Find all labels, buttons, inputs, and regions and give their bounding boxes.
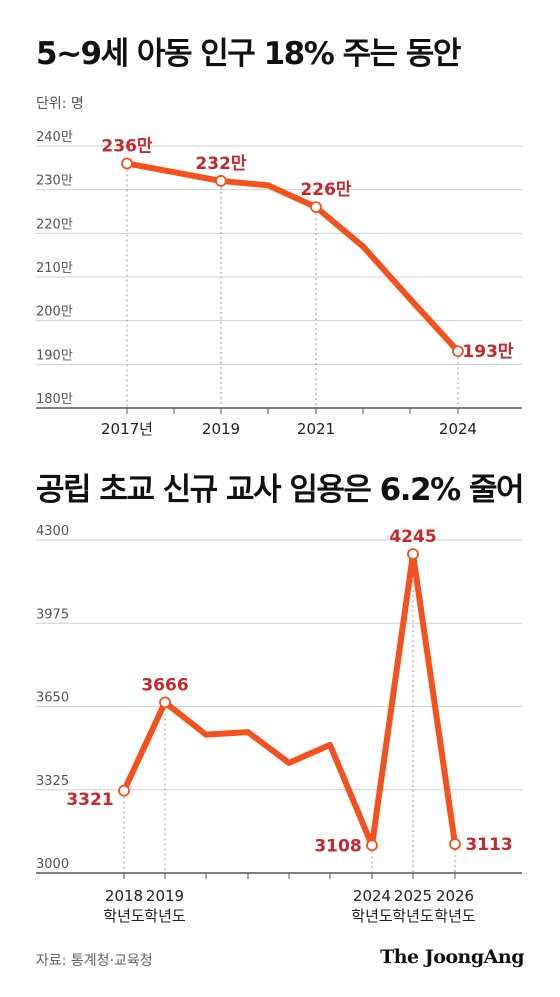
data-label: 3108 bbox=[314, 836, 361, 856]
data-point-marker bbox=[121, 157, 133, 170]
x-tick-label: 2024 bbox=[353, 887, 391, 905]
data-point-marker bbox=[449, 838, 461, 850]
y-tick-label: 200만 bbox=[36, 305, 73, 320]
data-point-marker bbox=[366, 839, 378, 852]
y-tick-label: 240만 bbox=[36, 130, 73, 145]
y-tick-label: 3325 bbox=[36, 774, 69, 789]
source-note: 자료: 통계청·교육청 bbox=[36, 953, 153, 969]
data-point-marker bbox=[118, 784, 130, 797]
x-tick-label: 2018 bbox=[105, 887, 143, 905]
y-tick-label: 220만 bbox=[36, 217, 73, 232]
data-point-marker bbox=[452, 345, 464, 358]
x-tick-label: 2019 bbox=[146, 887, 184, 905]
y-tick-label: 3650 bbox=[36, 691, 69, 706]
data-label: 4245 bbox=[389, 527, 436, 547]
data-label: 236만 bbox=[101, 136, 152, 156]
chart1-title: 5~9세 아동 인구 18% 주는 동안 bbox=[36, 36, 461, 72]
x-tick-label: 2019 bbox=[202, 420, 240, 438]
series-line bbox=[121, 551, 458, 849]
data-point-marker bbox=[407, 548, 419, 560]
x-tick-label-suffix: 학년도 bbox=[351, 907, 393, 925]
x-tick-label: 2021 bbox=[297, 420, 335, 438]
data-point-marker bbox=[310, 201, 322, 214]
x-tick-label: 2026 bbox=[436, 887, 474, 905]
y-tick-label: 230만 bbox=[36, 174, 73, 189]
x-tick-label: 2024 bbox=[439, 420, 477, 438]
data-point-marker bbox=[215, 175, 227, 187]
data-label: 3666 bbox=[141, 675, 188, 695]
data-point-marker bbox=[159, 696, 171, 709]
x-tick-label-suffix: 학년도 bbox=[392, 907, 434, 925]
data-label: 3113 bbox=[465, 835, 512, 855]
series-line bbox=[124, 160, 461, 355]
x-tick-label-suffix: 학년도 bbox=[103, 907, 145, 925]
data-label: 193만 bbox=[462, 342, 513, 362]
data-label: 226만 bbox=[300, 180, 351, 200]
y-tick-label: 4300 bbox=[36, 524, 69, 539]
data-label: 232만 bbox=[195, 154, 246, 174]
x-tick-label-suffix: 학년도 bbox=[144, 907, 186, 925]
brand-logo: The JoongAng bbox=[380, 946, 524, 968]
y-tick-label: 180만 bbox=[36, 392, 73, 407]
chart1-unit-label: 단위: 명 bbox=[36, 96, 84, 112]
population-line-chart: 240만 230만 220만 210만 200만 190만 180만 2017년 2019 202… bbox=[36, 130, 522, 438]
x-tick-label: 2017년 bbox=[101, 420, 153, 438]
y-tick-label: 3975 bbox=[36, 607, 69, 622]
y-tick-label: 210만 bbox=[36, 261, 73, 276]
x-tick-label-suffix: 학년도 bbox=[434, 907, 476, 925]
y-tick-label: 3000 bbox=[36, 857, 69, 872]
y-tick-label: 190만 bbox=[36, 348, 73, 363]
data-label: 3321 bbox=[66, 790, 113, 810]
chart2-title: 공립 초교 신규 교사 임용은 6.2% 줄어 bbox=[36, 472, 525, 508]
x-tick-label: 2025 bbox=[394, 887, 432, 905]
